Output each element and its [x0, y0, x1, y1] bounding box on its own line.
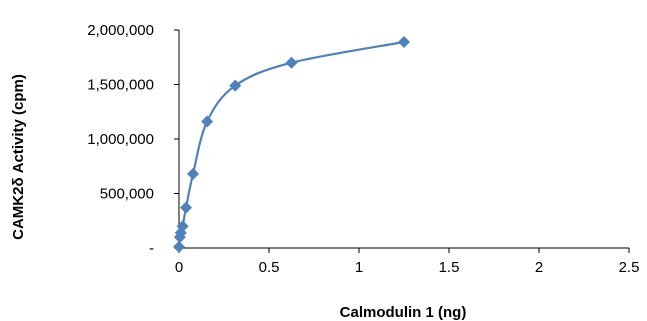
data-point-marker [187, 167, 200, 180]
data-point-marker [173, 240, 185, 253]
x-tick-label: 2 [535, 259, 543, 276]
data-series [173, 35, 410, 253]
y-tick-label: 500,000 [100, 186, 154, 203]
x-tick-label: 2.5 [619, 259, 640, 276]
x-axis: 0 0.5 1 1.5 2 2.5 [175, 247, 640, 276]
x-tick-label: 1 [355, 259, 363, 276]
y-tick-label: - [149, 240, 154, 257]
x-tick-label: 1.5 [439, 259, 460, 276]
data-point-marker [229, 79, 242, 92]
y-axis: - 500,000 1,000,000 1,500,000 2,000,000 [87, 22, 180, 257]
series-line [177, 40, 405, 248]
data-point-marker [285, 56, 298, 69]
data-point-marker [180, 201, 193, 214]
data-point-marker [201, 115, 214, 128]
x-axis-title: Calmodulin 1 (ng) [340, 304, 467, 321]
y-axis-title: CAMK2δ Activity (cpm) [10, 74, 27, 240]
y-tick-label: 1,000,000 [87, 131, 154, 148]
data-point-marker [176, 220, 189, 233]
x-tick-label: 0.5 [259, 259, 280, 276]
y-tick-label: 1,500,000 [87, 77, 154, 94]
data-point-marker [398, 35, 410, 48]
y-tick-label: 2,000,000 [87, 22, 154, 39]
x-tick-label: 0 [175, 259, 183, 276]
